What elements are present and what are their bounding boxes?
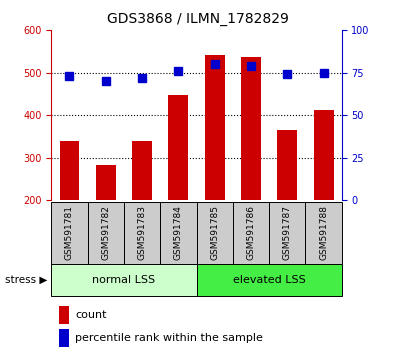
Bar: [269, 202, 305, 264]
Bar: [205, 55, 225, 200]
Text: elevated LSS: elevated LSS: [233, 275, 305, 285]
Bar: [132, 141, 152, 200]
Bar: [305, 202, 342, 264]
Bar: [197, 202, 233, 264]
Text: stress ▶: stress ▶: [5, 275, 47, 285]
Bar: [88, 202, 124, 264]
Bar: [51, 264, 197, 296]
Text: GSM591782: GSM591782: [101, 205, 110, 260]
Text: GSM591784: GSM591784: [174, 205, 183, 260]
Text: normal LSS: normal LSS: [92, 275, 156, 285]
Text: GSM591783: GSM591783: [137, 205, 147, 260]
Bar: [233, 202, 269, 264]
Text: count: count: [75, 310, 107, 320]
Bar: [241, 57, 261, 200]
Bar: [51, 202, 88, 264]
Text: GSM591787: GSM591787: [283, 205, 292, 260]
Text: percentile rank within the sample: percentile rank within the sample: [75, 333, 263, 343]
Bar: [314, 109, 333, 200]
Bar: [277, 130, 297, 200]
Text: GSM591781: GSM591781: [65, 205, 74, 260]
Text: GSM591788: GSM591788: [319, 205, 328, 260]
Bar: [124, 202, 160, 264]
Text: GDS3868 / ILMN_1782829: GDS3868 / ILMN_1782829: [107, 12, 288, 27]
Bar: [168, 95, 188, 200]
Bar: [60, 141, 79, 200]
Text: GSM591785: GSM591785: [210, 205, 219, 260]
Bar: [96, 165, 116, 200]
Bar: [197, 264, 342, 296]
Text: GSM591786: GSM591786: [246, 205, 256, 260]
Bar: [160, 202, 197, 264]
